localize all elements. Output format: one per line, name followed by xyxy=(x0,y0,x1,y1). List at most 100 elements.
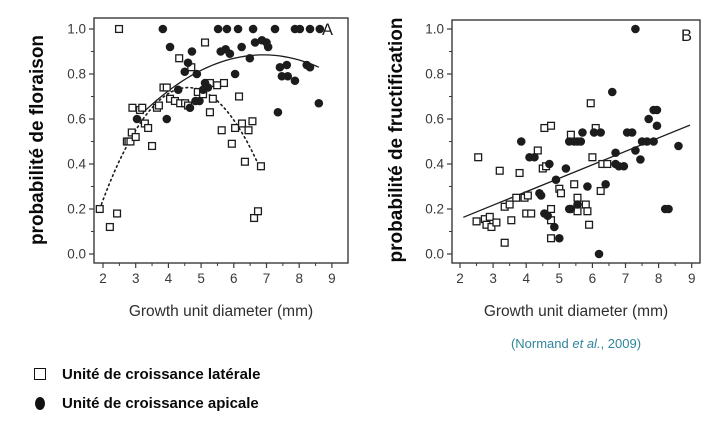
point-open-square xyxy=(175,54,184,63)
point-open-square xyxy=(131,132,140,142)
point-open-square xyxy=(219,78,229,88)
x-tick-label: 6 xyxy=(589,271,597,286)
scatter-plot-floraison: 2 3 4 5 6 7 8 9 0.0 0.2 0.4 0.6 0.8 1.0 xyxy=(67,17,349,286)
point-filled-circle xyxy=(578,128,587,137)
panel-label-b: B xyxy=(681,27,693,45)
y-tick-label: 1.0 xyxy=(67,22,86,37)
x-tick-label: 7 xyxy=(622,271,630,286)
point-open-square xyxy=(523,191,532,200)
point-filled-circle xyxy=(589,128,599,137)
point-open-square xyxy=(114,24,124,34)
point-filled-circle xyxy=(180,67,190,77)
point-open-square xyxy=(585,220,594,229)
point-filled-circle xyxy=(601,179,610,189)
point-filled-circle xyxy=(183,58,193,68)
x-tick-label: 3 xyxy=(489,271,497,286)
y-tick-label: 0.0 xyxy=(67,247,86,262)
point-filled-circle xyxy=(551,175,561,185)
y-tick-label: 0.6 xyxy=(425,112,444,127)
point-open-square xyxy=(148,141,157,151)
point-filled-circle xyxy=(162,114,172,124)
x-tick-label: 9 xyxy=(688,271,696,286)
point-filled-circle xyxy=(652,105,662,115)
point-open-square xyxy=(573,193,582,202)
point-open-square xyxy=(546,204,556,214)
point-open-square xyxy=(113,209,122,218)
point-filled-circle xyxy=(222,24,232,34)
legend-label-apicale: Unité de croissance apicale xyxy=(62,394,259,412)
legend-marker-cell xyxy=(33,396,62,410)
point-open-square xyxy=(603,159,612,169)
x-tick-label: 5 xyxy=(197,271,205,286)
point-open-square xyxy=(487,222,496,232)
point-open-square xyxy=(472,217,481,226)
point-filled-circle xyxy=(213,24,223,34)
point-filled-circle xyxy=(132,114,142,124)
point-filled-circle xyxy=(611,148,620,158)
x-tick-label: 9 xyxy=(328,271,336,286)
x-tick-label: 7 xyxy=(263,271,271,286)
point-open-square xyxy=(533,146,542,155)
point-filled-circle xyxy=(200,78,210,88)
point-filled-circle xyxy=(158,24,168,34)
point-open-square xyxy=(570,180,579,189)
point-open-square xyxy=(583,207,592,216)
point-filled-circle xyxy=(649,137,658,146)
point-open-square xyxy=(256,162,265,171)
point-filled-circle xyxy=(277,71,287,81)
scatter-plot-fructification: 2 3 4 5 6 7 8 9 0.0 0.2 0.4 0.6 0.8 1.0 xyxy=(425,19,701,286)
y-tick-label: 0.2 xyxy=(425,202,444,217)
x-tick-label: 8 xyxy=(655,271,663,286)
point-open-square xyxy=(237,119,247,128)
point-filled-circle xyxy=(314,98,324,108)
point-filled-circle xyxy=(644,114,653,124)
point-open-square xyxy=(205,108,214,117)
point-open-square xyxy=(546,121,556,130)
point-open-square xyxy=(566,130,575,139)
point-filled-circle xyxy=(305,24,315,34)
citation-suffix: , 2009) xyxy=(600,336,642,351)
point-filled-circle xyxy=(283,71,293,81)
point-open-square xyxy=(154,101,163,110)
x-tick-label: 2 xyxy=(456,271,464,286)
point-filled-circle xyxy=(576,137,586,146)
point-open-square xyxy=(505,200,514,209)
point-filled-circle xyxy=(619,161,629,171)
legend-marker-cell xyxy=(33,368,62,380)
point-filled-circle xyxy=(225,49,235,59)
point-filled-circle xyxy=(631,146,640,155)
point-filled-circle xyxy=(295,24,305,34)
point-filled-circle xyxy=(566,204,576,214)
point-open-square xyxy=(253,207,263,216)
point-filled-circle xyxy=(516,137,526,146)
filled-circle-icon xyxy=(35,396,45,410)
x-tick-label: 5 xyxy=(556,271,564,286)
point-open-square xyxy=(95,204,104,214)
point-filled-circle xyxy=(545,159,554,169)
point-open-square xyxy=(105,222,114,232)
point-filled-circle xyxy=(594,249,604,259)
point-open-square xyxy=(515,168,524,178)
point-open-square xyxy=(512,193,521,202)
point-open-square xyxy=(227,139,236,148)
legend: Unité de croissance latérale Unité de cr… xyxy=(33,364,260,422)
point-filled-circle xyxy=(273,107,283,117)
point-open-square xyxy=(500,238,509,247)
point-filled-circle xyxy=(263,42,273,52)
point-filled-circle xyxy=(290,76,300,86)
point-filled-circle xyxy=(195,96,204,106)
point-open-square xyxy=(244,126,253,135)
x-tick-label: 4 xyxy=(165,271,173,286)
x-tick-label: 4 xyxy=(522,271,530,286)
legend-item-apicale: Unité de croissance apicale xyxy=(33,393,260,413)
point-filled-circle xyxy=(187,47,197,56)
y-axis-title-fructification: probabilité de fructification xyxy=(386,17,407,263)
point-open-square xyxy=(234,92,244,101)
point-open-square xyxy=(507,216,516,225)
point-filled-circle xyxy=(596,128,605,137)
y-tick-label: 0.0 xyxy=(425,247,444,262)
open-square-icon xyxy=(34,368,46,380)
point-open-square xyxy=(581,200,590,209)
point-filled-circle xyxy=(233,24,243,34)
point-filled-circle xyxy=(631,24,640,34)
